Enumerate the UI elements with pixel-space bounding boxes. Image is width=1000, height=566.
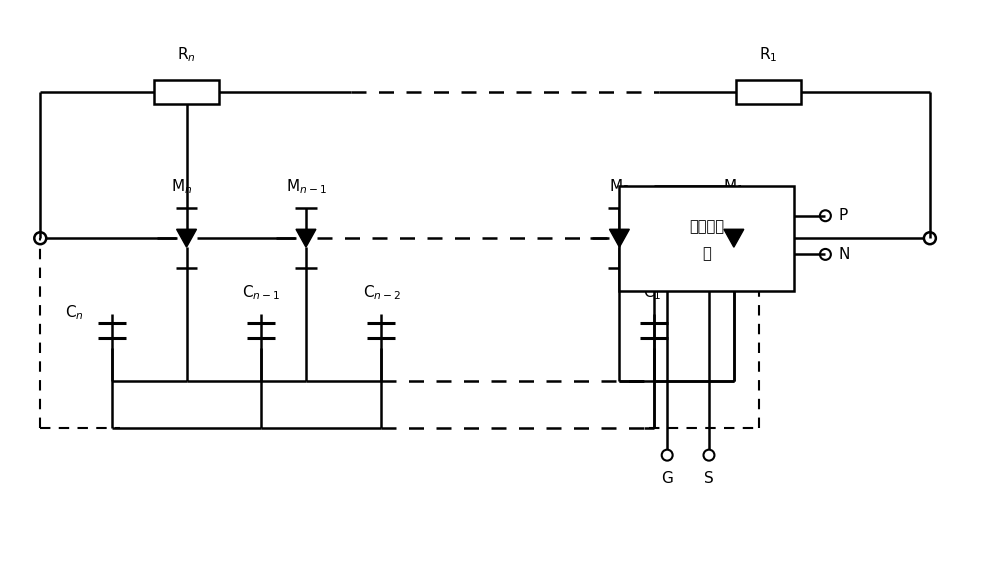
Text: 门极驱动: 门极驱动 (689, 219, 724, 234)
Polygon shape (296, 229, 316, 247)
Polygon shape (609, 229, 629, 247)
Text: P: P (838, 208, 848, 223)
Text: 器: 器 (702, 246, 711, 261)
Bar (736, 79, 801, 104)
Text: R$_1$: R$_1$ (759, 45, 778, 64)
Polygon shape (724, 229, 744, 247)
Text: C$_n$: C$_n$ (65, 303, 84, 322)
Text: C$_{n-2}$: C$_{n-2}$ (363, 284, 402, 302)
Text: M$_1$: M$_1$ (723, 178, 744, 196)
Text: C$_{n-1}$: C$_{n-1}$ (242, 284, 280, 302)
Text: M$_n$: M$_n$ (171, 178, 192, 196)
Bar (154, 79, 219, 104)
Text: G: G (661, 471, 673, 486)
Text: R$_n$: R$_n$ (177, 45, 196, 64)
Text: M$_2$: M$_2$ (609, 178, 630, 196)
Text: C$_1$: C$_1$ (643, 284, 662, 302)
Polygon shape (177, 229, 196, 247)
Text: M$_{n-1}$: M$_{n-1}$ (286, 178, 326, 196)
Text: S: S (704, 471, 714, 486)
Bar (619, 186, 794, 291)
Text: N: N (838, 247, 850, 262)
